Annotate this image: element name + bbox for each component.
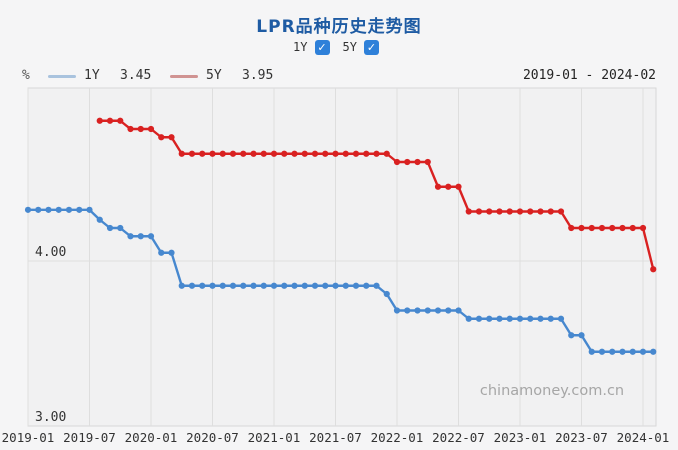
toggle-1y-checkbox[interactable]: ✓ [314, 39, 330, 55]
svg-text:2023-01: 2023-01 [494, 430, 547, 445]
toggle-5y-checkbox[interactable]: ✓ [363, 39, 379, 55]
check-icon: ✓ [317, 40, 327, 54]
svg-text:2021-01: 2021-01 [248, 430, 301, 445]
svg-text:2019-07: 2019-07 [63, 430, 116, 445]
svg-text:3.00: 3.00 [35, 410, 66, 425]
legend-1y-swatch [48, 75, 76, 78]
page-title: LPR品种历史走势图 [256, 17, 422, 37]
toggle-5y-label: 5Y [342, 40, 357, 54]
svg-text:2019-01: 2019-01 [2, 430, 55, 445]
svg-text:2023-07: 2023-07 [555, 430, 608, 445]
legend-5y-name: 5Y [206, 68, 222, 83]
series-toggles: 1Y ✓ 5Y ✓ [0, 38, 678, 56]
legend-row: % 1Y 3.45 5Y 3.95 2019-01 - 2024-02 [0, 67, 678, 85]
check-icon: ✓ [366, 40, 377, 54]
svg-text:2020-01: 2020-01 [125, 430, 178, 445]
svg-text:2022-01: 2022-01 [371, 430, 424, 445]
legend-1y-value: 3.45 [120, 68, 152, 83]
toggle-1y-label: 1Y [293, 40, 308, 54]
svg-text:4.00: 4.00 [35, 245, 66, 260]
svg-text:2020-07: 2020-07 [186, 430, 239, 445]
svg-text:2022-07: 2022-07 [432, 430, 485, 445]
svg-text:2024-01: 2024-01 [617, 430, 670, 445]
svg-text:chinamoney.com.cn: chinamoney.com.cn [480, 383, 624, 399]
date-range-label: 2019-01 - 2024-02 [522, 68, 656, 83]
legend-5y-value: 3.95 [242, 68, 274, 83]
legend-1y-name: 1Y [84, 68, 100, 83]
legend-5y-swatch [170, 75, 198, 78]
y-axis-unit-label: % [22, 68, 30, 83]
svg-text:2021-07: 2021-07 [309, 430, 362, 445]
